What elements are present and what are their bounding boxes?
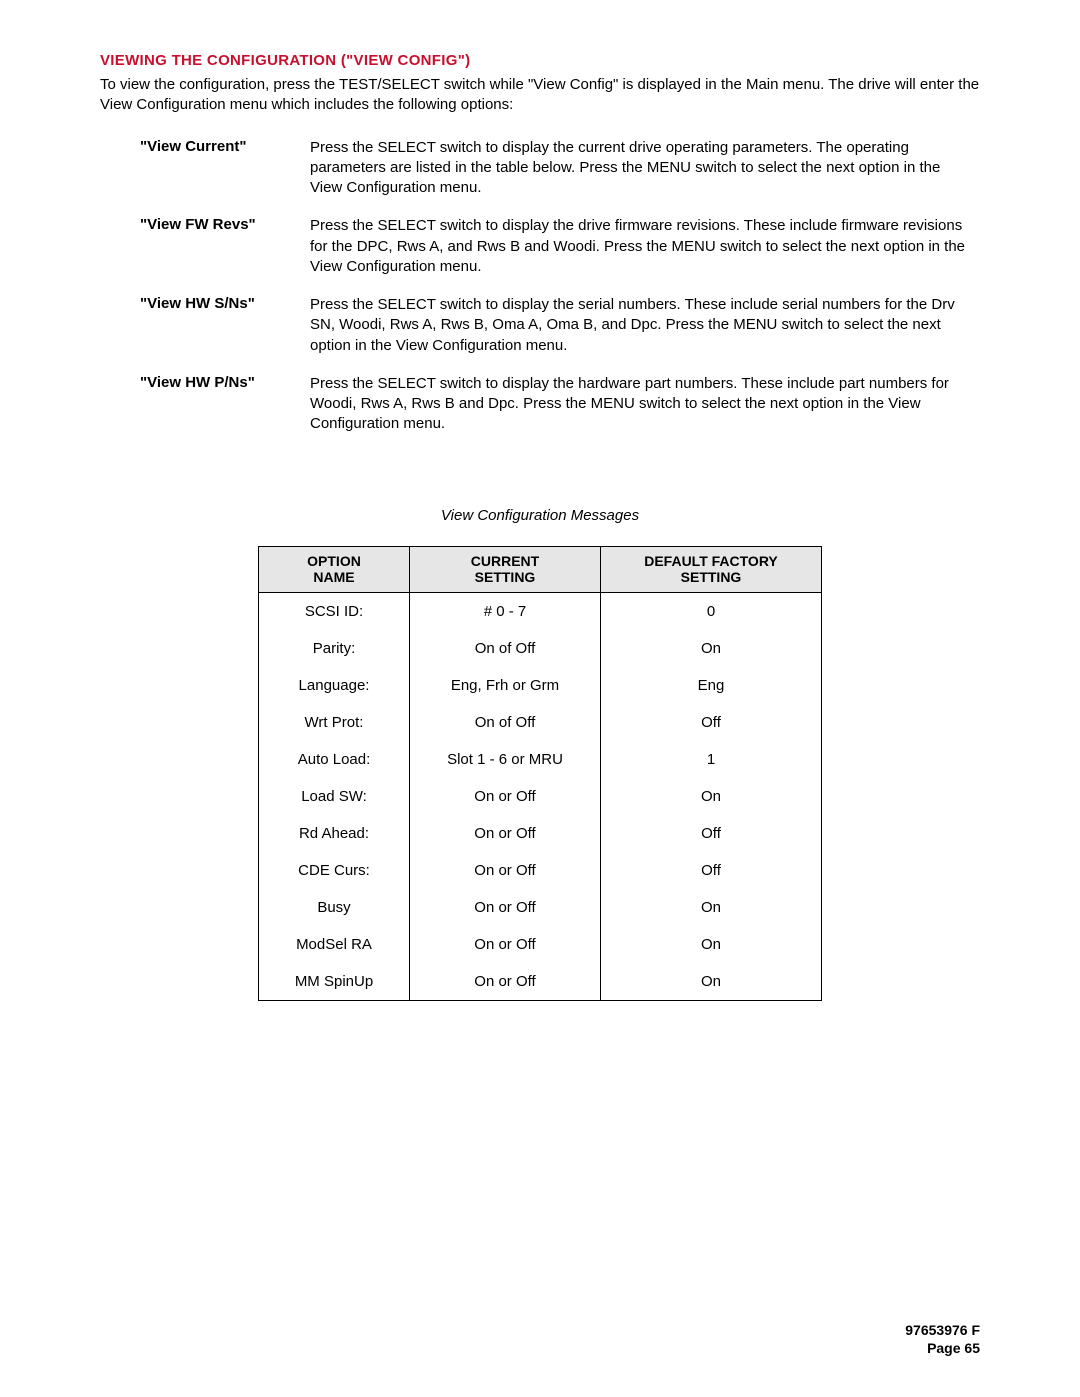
table-row: Load SW:On or OffOn [259,778,822,815]
table-cell: On of Off [410,630,601,667]
table-cell: SCSI ID: [259,593,410,631]
document-page: VIEWING THE CONFIGURATION ("VIEW CONFIG"… [0,0,1080,1397]
table-cell: Busy [259,889,410,926]
table-cell: # 0 - 7 [410,593,601,631]
table-cell: On or Off [410,889,601,926]
table-cell: Off [601,704,822,741]
table-row: Wrt Prot:On of OffOff [259,704,822,741]
section-heading: VIEWING THE CONFIGURATION ("VIEW CONFIG"… [100,52,980,69]
option-label: "View HW P/Ns" [140,374,310,435]
option-description: Press the SELECT switch to display the s… [310,295,970,356]
table-cell: On or Off [410,815,601,852]
option-row: "View Current" Press the SELECT switch t… [140,138,970,199]
table-cell: Load SW: [259,778,410,815]
intro-paragraph: To view the configuration, press the TES… [100,75,980,116]
table-cell: Off [601,815,822,852]
option-label: "View FW Revs" [140,216,310,277]
table-cell: Off [601,852,822,889]
option-description: Press the SELECT switch to display the d… [310,216,970,277]
table-row: Rd Ahead:On or OffOff [259,815,822,852]
table-cell: 1 [601,741,822,778]
table-cell: Eng [601,667,822,704]
table-cell: On [601,778,822,815]
option-row: "View FW Revs" Press the SELECT switch t… [140,216,970,277]
table-cell: Eng, Frh or Grm [410,667,601,704]
table-row: MM SpinUpOn or OffOn [259,963,822,1001]
table-cell: On [601,889,822,926]
option-row: "View HW S/Ns" Press the SELECT switch t… [140,295,970,356]
table-header-default: DEFAULT FACTORYSETTING [601,546,822,593]
table-body: SCSI ID:# 0 - 70 Parity:On of OffOn Lang… [259,593,822,1001]
table-cell: Rd Ahead: [259,815,410,852]
table-cell: Auto Load: [259,741,410,778]
page-footer: 97653976 F Page 65 [905,1321,980,1357]
table-row: ModSel RAOn or OffOn [259,926,822,963]
table-cell: On [601,630,822,667]
config-messages-table: OPTIONNAME CURRENTSETTING DEFAULT FACTOR… [258,546,822,1002]
table-cell: Wrt Prot: [259,704,410,741]
table-cell: On or Off [410,852,601,889]
table-cell: Parity: [259,630,410,667]
footer-page-number: Page 65 [905,1339,980,1357]
option-description: Press the SELECT switch to display the h… [310,374,970,435]
table-cell: CDE Curs: [259,852,410,889]
table-cell: 0 [601,593,822,631]
option-label: "View Current" [140,138,310,199]
table-row: Language:Eng, Frh or GrmEng [259,667,822,704]
table-cell: ModSel RA [259,926,410,963]
table-cell: MM SpinUp [259,963,410,1001]
table-cell: On or Off [410,778,601,815]
table-header-row: OPTIONNAME CURRENTSETTING DEFAULT FACTOR… [259,546,822,593]
table-cell: Slot 1 - 6 or MRU [410,741,601,778]
table-header-option: OPTIONNAME [259,546,410,593]
table-cell: On or Off [410,963,601,1001]
table-row: Auto Load:Slot 1 - 6 or MRU1 [259,741,822,778]
option-label: "View HW S/Ns" [140,295,310,356]
table-row: SCSI ID:# 0 - 70 [259,593,822,631]
table-header-current: CURRENTSETTING [410,546,601,593]
footer-doc-id: 97653976 F [905,1321,980,1339]
table-cell: On of Off [410,704,601,741]
table-cell: Language: [259,667,410,704]
option-description: Press the SELECT switch to display the c… [310,138,970,199]
table-cell: On or Off [410,926,601,963]
table-row: CDE Curs:On or OffOff [259,852,822,889]
table-cell: On [601,926,822,963]
table-cell: On [601,963,822,1001]
option-row: "View HW P/Ns" Press the SELECT switch t… [140,374,970,435]
table-row: BusyOn or OffOn [259,889,822,926]
options-list: "View Current" Press the SELECT switch t… [140,138,970,435]
table-row: Parity:On of OffOn [259,630,822,667]
table-caption: View Configuration Messages [100,507,980,524]
